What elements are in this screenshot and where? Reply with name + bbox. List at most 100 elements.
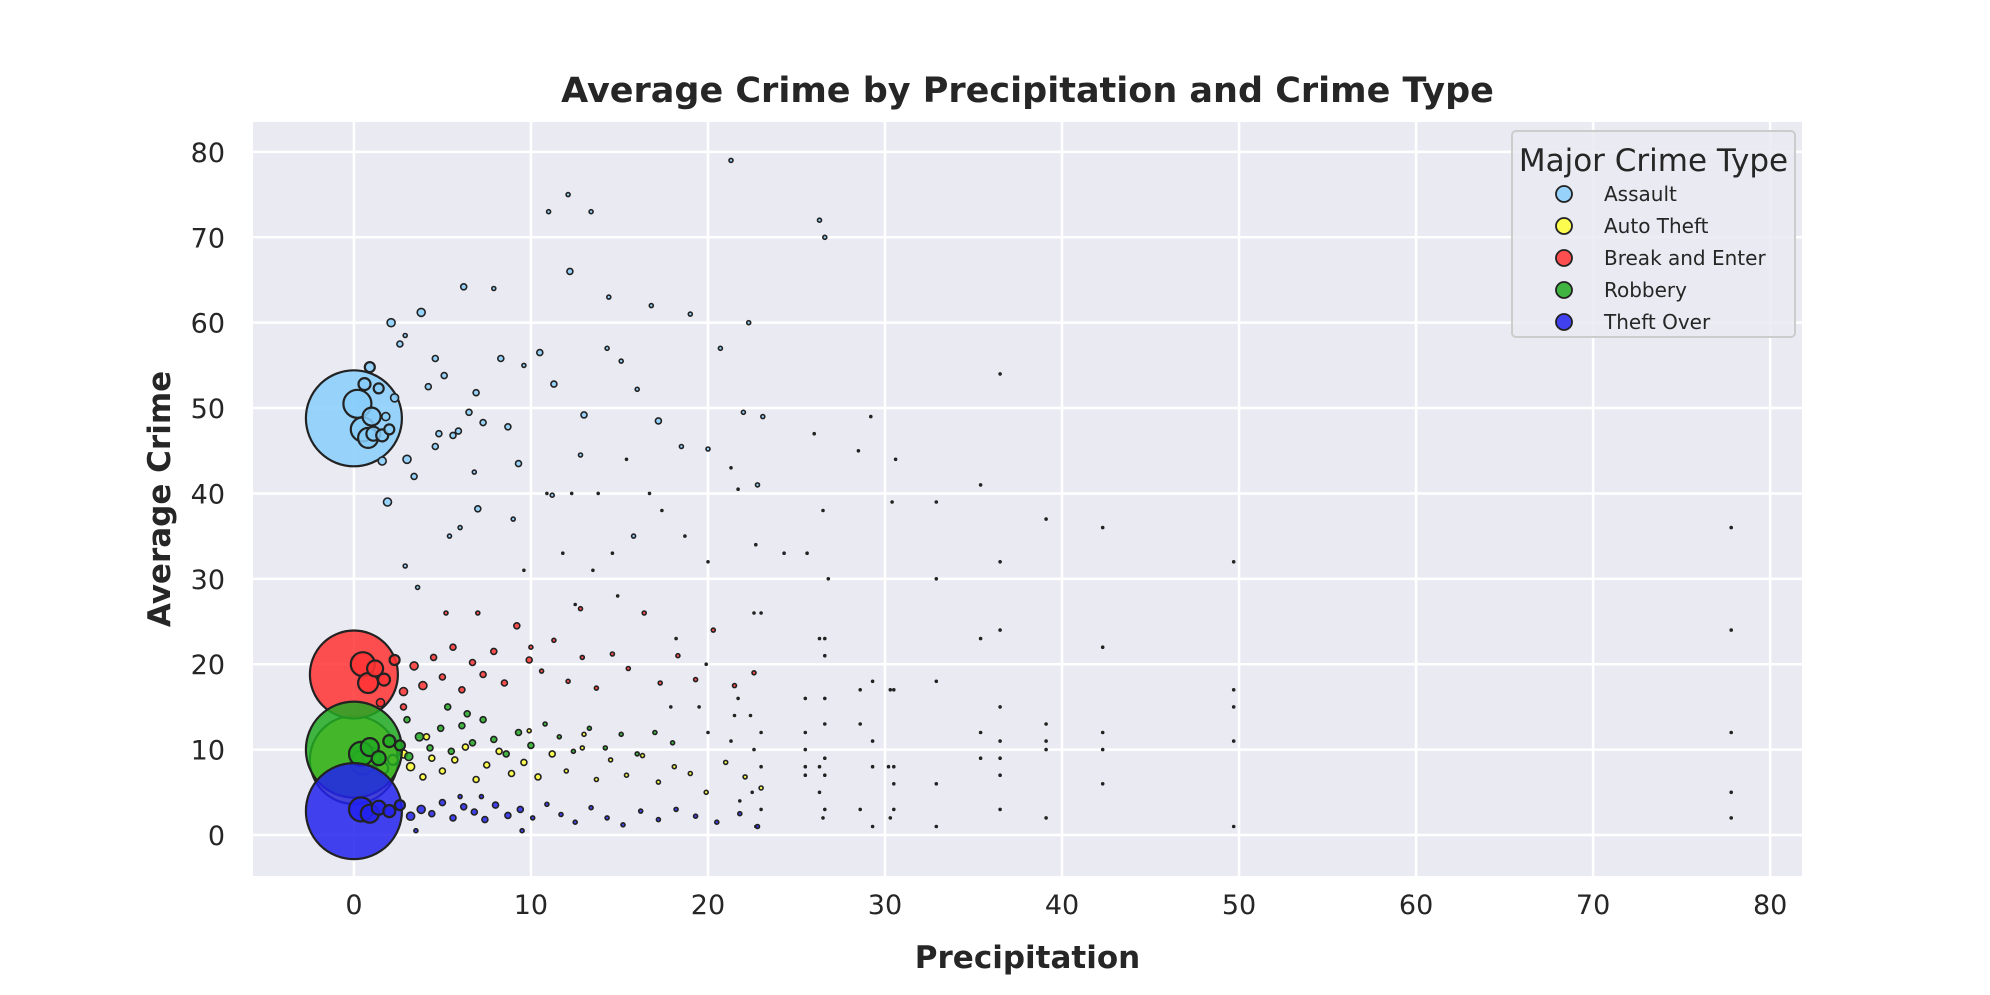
data-point (652, 729, 658, 736)
data-point (386, 317, 396, 328)
data-point (529, 815, 536, 821)
data-point (623, 772, 630, 779)
data-point (998, 807, 1002, 812)
data-point (357, 377, 372, 392)
data-point (803, 696, 808, 701)
data-point (759, 807, 763, 812)
data-point (671, 763, 678, 770)
data-point (502, 750, 511, 758)
data-point (678, 443, 685, 450)
data-point (479, 715, 487, 724)
data-point (591, 568, 595, 573)
data-point (703, 789, 710, 796)
data-point (500, 679, 509, 687)
data-point (870, 824, 875, 829)
data-point (998, 628, 1002, 632)
data-point (753, 542, 758, 547)
data-point (998, 705, 1002, 709)
data-point (692, 676, 699, 683)
data-point (751, 669, 757, 676)
data-point (569, 491, 574, 496)
data-point (459, 282, 468, 291)
data-point (888, 687, 893, 692)
data-point (615, 594, 620, 598)
data-point (934, 576, 939, 581)
data-point (759, 611, 763, 615)
data-point (758, 785, 764, 791)
data-point (545, 491, 549, 496)
data-point (803, 747, 808, 752)
data-point (1729, 525, 1733, 530)
data-point (805, 551, 809, 556)
data-point (610, 551, 615, 556)
data-point (868, 414, 873, 419)
data-point (470, 808, 479, 816)
data-point (891, 807, 896, 812)
data-point (528, 644, 534, 651)
data-point (588, 804, 594, 811)
data-point (978, 756, 983, 761)
data-point (414, 731, 425, 742)
data-point (463, 709, 472, 718)
data-point (817, 636, 822, 641)
data-point (858, 722, 863, 726)
data-point (489, 735, 498, 744)
legend-item: Auto Theft (1555, 214, 1709, 238)
data-point (1100, 747, 1105, 752)
legend-label: Auto Theft (1604, 214, 1709, 238)
data-point (580, 411, 588, 419)
data-point (978, 483, 983, 487)
data-point (474, 610, 481, 616)
data-point (710, 627, 717, 633)
data-point (822, 636, 827, 641)
data-point (1231, 739, 1236, 743)
data-point (510, 516, 517, 522)
data-point (438, 798, 447, 807)
y-tick-label: 50 (191, 394, 225, 425)
data-point (637, 808, 644, 814)
data-point (479, 670, 487, 679)
data-point (398, 686, 409, 697)
legend-items: Assault Auto Theft Break and Enter Robbery T… (1555, 182, 1766, 334)
data-point (870, 679, 875, 684)
data-point (438, 673, 447, 681)
data-point (457, 524, 463, 531)
data-point (704, 662, 709, 667)
x-tick-label: 20 (691, 890, 725, 921)
data-point (449, 431, 457, 440)
x-tick-label: 80 (1753, 890, 1787, 921)
data-point (748, 713, 753, 718)
data-point (512, 621, 521, 630)
data-point (402, 332, 409, 339)
legend-marker (1555, 313, 1573, 331)
data-point (1100, 645, 1105, 650)
x-tick-label: 40 (1045, 890, 1079, 921)
data-point (419, 773, 427, 781)
data-point (431, 354, 440, 363)
x-tick-label: 30 (868, 890, 902, 921)
data-point (978, 636, 983, 641)
data-point (978, 730, 983, 735)
data-point (618, 358, 625, 364)
data-point (577, 452, 584, 458)
data-point (383, 423, 396, 436)
data-point (639, 752, 646, 759)
legend-title: Major Crime Type (1519, 143, 1788, 179)
data-point (998, 559, 1002, 564)
y-tick-labels: 0 10 20 30 40 50 60 70 80 (191, 138, 225, 852)
data-point (534, 773, 542, 781)
legend-marker (1555, 217, 1573, 235)
data-point (648, 302, 655, 309)
data-point (396, 340, 404, 348)
data-point (1044, 739, 1048, 743)
data-point (822, 696, 827, 701)
data-point (566, 267, 574, 276)
y-tick-label: 30 (191, 565, 225, 596)
data-point (654, 417, 663, 425)
data-point (713, 819, 720, 826)
x-tick-label: 50 (1222, 890, 1256, 921)
data-point (1729, 816, 1733, 820)
data-point (647, 491, 652, 496)
data-point (821, 234, 828, 241)
data-point (472, 388, 480, 397)
